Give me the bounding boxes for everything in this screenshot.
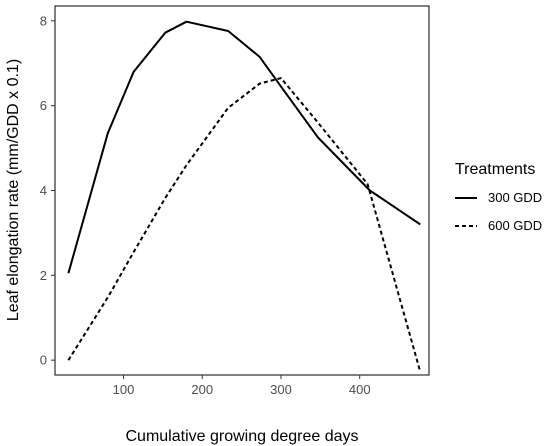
y-tick-label: 8	[40, 13, 47, 28]
x-axis: 100 200 300 400	[113, 375, 371, 397]
x-tick-label: 200	[191, 382, 213, 397]
x-tick-label: 100	[113, 382, 135, 397]
series-line-600-gdd	[67, 77, 422, 373]
x-tick-label: 400	[349, 382, 371, 397]
legend: Treatments 300 GDD 600 GDD	[455, 161, 542, 233]
legend-label-600-gdd: 600 GDD	[488, 218, 542, 233]
y-tick-label: 2	[40, 268, 47, 283]
y-tick-label: 6	[40, 98, 47, 113]
y-axis-title: Leaf elongation rate (mm/GDD x 0.1)	[5, 59, 22, 321]
series-line-300-gdd	[67, 20, 421, 274]
legend-title: Treatments	[455, 161, 535, 178]
y-axis: 0 2 4 6 8	[40, 13, 55, 368]
plot-panel	[54, 5, 430, 376]
y-tick-label: 0	[40, 353, 47, 368]
x-axis-title: Cumulative growing degree days	[125, 428, 358, 445]
legend-label-300-gdd: 300 GDD	[488, 190, 542, 205]
series-lines	[67, 20, 422, 373]
y-tick-label: 4	[40, 183, 47, 198]
x-tick-label: 300	[270, 382, 292, 397]
